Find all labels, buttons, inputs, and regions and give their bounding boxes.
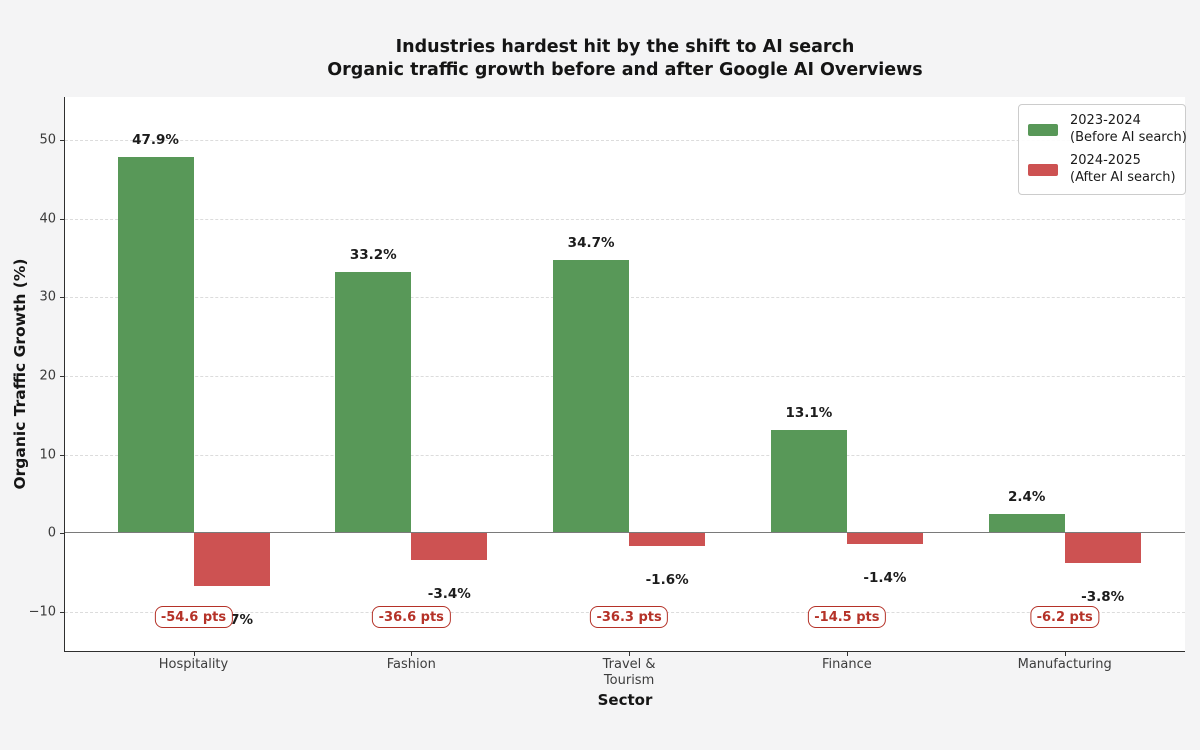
y-tick-mark [60, 375, 65, 377]
y-tick-label: −10 [28, 604, 56, 620]
annotation-badge: -14.5 pts [807, 606, 887, 629]
bar [846, 533, 923, 545]
grid-line [65, 218, 1185, 220]
legend: 2023-2024 (Before AI search) 2024-2025 (Aft… [1018, 104, 1187, 195]
legend-label-line: (After AI search) [1070, 169, 1176, 185]
x-tick-label: Travel & Tourism [603, 657, 656, 689]
bar-value-label: -3.8% [1081, 588, 1125, 605]
y-tick-label: 40 [39, 211, 56, 227]
annotation-badge: -36.3 pts [589, 606, 669, 629]
y-tick-label: 30 [39, 289, 56, 305]
plot-area: 50 40 30 20 10 0 −10 47.9% 33.2% 34.7% 13.1% 2.4% -6… [29, 97, 1185, 688]
x-tick-mark [1064, 651, 1066, 656]
bar [988, 514, 1065, 534]
x-tick-label-line: Hospitality [158, 657, 229, 672]
x-tick-label: Hospitality [159, 657, 228, 673]
x-tick-label-line: Manufacturing [1017, 657, 1112, 672]
x-tick-mark [411, 651, 413, 656]
bar [335, 272, 412, 534]
bar-value-label: -3.4% [427, 585, 471, 602]
annotation-badge: -36.6 pts [372, 606, 451, 629]
chart-subtitle: Organic traffic growth before and after … [327, 60, 923, 80]
zero-line [65, 532, 1185, 534]
bar-value-label: -1.4% [863, 570, 907, 587]
y-tick-mark [60, 611, 65, 613]
x-tick-label-line: Fashion [386, 657, 436, 672]
y-tick-label: 20 [39, 368, 56, 384]
legend-label-line: (Before AI search) [1070, 129, 1187, 145]
y-tick-mark [60, 297, 65, 299]
x-tick-mark [629, 651, 631, 656]
x-tick-label-line: Finance [822, 657, 872, 672]
bar [1064, 533, 1141, 563]
y-tick-mark [60, 533, 65, 535]
y-tick-label: 0 [47, 525, 56, 541]
x-tick-label: Fashion [387, 657, 436, 673]
x-tick-label: Finance [822, 657, 872, 673]
bar-value-label: 47.9% [132, 131, 179, 148]
y-tick-mark [60, 218, 65, 220]
y-tick-mark [60, 140, 65, 142]
bar-value-label: 2.4% [1007, 489, 1046, 506]
legend-label-line: 2023-2024 [1070, 113, 1141, 128]
legend-swatch [1028, 163, 1058, 176]
chart-title: Industries hardest hit by the shift to A… [395, 37, 855, 57]
y-tick-label: 10 [39, 447, 56, 463]
bar [411, 533, 488, 560]
bar [117, 156, 194, 534]
x-tick-mark [846, 651, 848, 656]
bar-value-label: -1.6% [645, 571, 689, 588]
bar [629, 533, 706, 546]
y-axis-spine [63, 97, 66, 652]
y-axis-label: Organic Traffic Growth (%) [11, 258, 29, 490]
legend-item: 2024-2025 (After AI search) [1028, 153, 1176, 186]
legend-label-line: 2024-2025 [1070, 153, 1141, 168]
x-axis-spine [63, 651, 1186, 653]
x-tick-label-line: Travel & [602, 657, 656, 672]
y-tick-label: 50 [39, 132, 56, 148]
legend-label: 2023-2024 (Before AI search) [1070, 113, 1187, 146]
bar [193, 533, 270, 586]
legend-label: 2024-2025 (After AI search) [1070, 153, 1176, 186]
annotation-badge: -6.2 pts [1030, 606, 1100, 629]
legend-swatch [1028, 123, 1058, 136]
x-tick-mark [193, 651, 195, 656]
legend-item: 2023-2024 (Before AI search) [1028, 113, 1187, 146]
bar-value-label: 33.2% [349, 247, 397, 264]
bar-value-label: 13.1% [785, 405, 833, 422]
x-tick-label-line: Tourism [603, 673, 655, 688]
x-axis-label: Sector [597, 691, 653, 709]
annotation-badge: -54.6 pts [154, 606, 233, 629]
grid-line [65, 140, 1185, 142]
bar [553, 260, 630, 534]
y-tick-mark [60, 454, 65, 456]
bar-value-label: 34.7% [567, 235, 615, 252]
bar [770, 430, 847, 534]
x-tick-label: Manufacturing [1018, 657, 1112, 673]
